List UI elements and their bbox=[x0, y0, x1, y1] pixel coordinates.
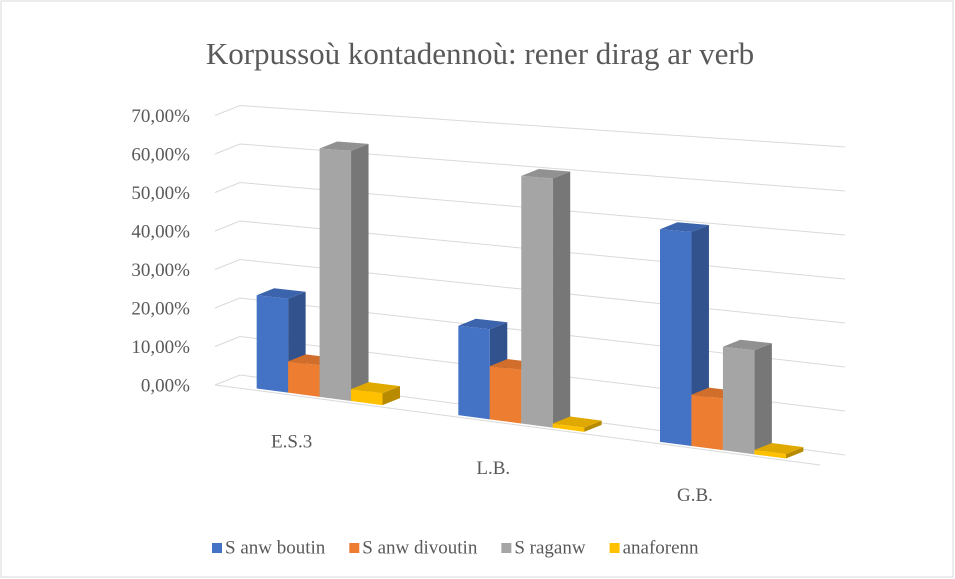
bar-side bbox=[552, 171, 571, 428]
bar bbox=[722, 346, 755, 455]
legend-label: S anw boutin bbox=[225, 537, 326, 558]
bar-top bbox=[256, 288, 306, 299]
bar-side bbox=[351, 143, 369, 401]
chart-title: Korpussoù kontadennoù: rener dirag ar ve… bbox=[206, 36, 754, 71]
legend-label: anaforenn bbox=[623, 537, 699, 558]
bar bbox=[691, 394, 723, 451]
y-tick-label: 70,00% bbox=[131, 106, 190, 127]
bar-side bbox=[754, 343, 772, 455]
bar-top bbox=[458, 318, 508, 330]
grid-line bbox=[214, 297, 846, 368]
grid-line bbox=[214, 258, 846, 324]
bar-top bbox=[552, 416, 602, 428]
bar-top bbox=[319, 141, 369, 151]
legend-swatch bbox=[609, 543, 620, 553]
bar-top bbox=[351, 382, 401, 394]
grid-line bbox=[214, 220, 846, 280]
legend-swatch bbox=[349, 543, 360, 553]
grid-line bbox=[214, 374, 846, 456]
legend-swatch bbox=[501, 543, 512, 553]
y-tick-label: 20,00% bbox=[131, 298, 190, 319]
y-tick-label: 50,00% bbox=[131, 183, 190, 204]
bar bbox=[754, 449, 786, 459]
bar bbox=[458, 325, 490, 420]
bar bbox=[552, 423, 585, 432]
grid-line bbox=[214, 181, 846, 236]
bar bbox=[489, 366, 522, 424]
bar bbox=[288, 361, 320, 397]
y-tick-label: 40,00% bbox=[131, 221, 190, 242]
bar-top bbox=[521, 169, 571, 179]
x-tick-label: E.S.3 bbox=[271, 431, 312, 452]
bar-top bbox=[659, 222, 709, 233]
floor-edge bbox=[214, 384, 821, 466]
grid-line bbox=[214, 335, 846, 412]
x-tick-label: G.B. bbox=[677, 485, 713, 506]
bar-side bbox=[584, 420, 602, 432]
bar-side bbox=[382, 386, 401, 406]
bar bbox=[256, 295, 289, 393]
y-tick-label: 10,00% bbox=[131, 337, 190, 358]
bar-side bbox=[785, 447, 804, 459]
y-tick-label: 0,00% bbox=[141, 375, 190, 396]
bar-top bbox=[722, 339, 772, 351]
bar bbox=[319, 148, 352, 401]
bar bbox=[521, 176, 553, 428]
legend-swatch bbox=[212, 543, 222, 553]
y-tick-label: 30,00% bbox=[131, 260, 190, 281]
y-tick-label: 60,00% bbox=[131, 144, 190, 165]
x-tick-label: L.B. bbox=[476, 458, 510, 479]
legend-label: S anw divoutin bbox=[362, 537, 478, 558]
legend-label: S raganw bbox=[514, 537, 586, 558]
bar-top bbox=[754, 442, 804, 455]
bar bbox=[351, 389, 383, 406]
grid-line bbox=[214, 143, 846, 192]
bar bbox=[659, 229, 692, 447]
grid-line bbox=[214, 104, 846, 148]
